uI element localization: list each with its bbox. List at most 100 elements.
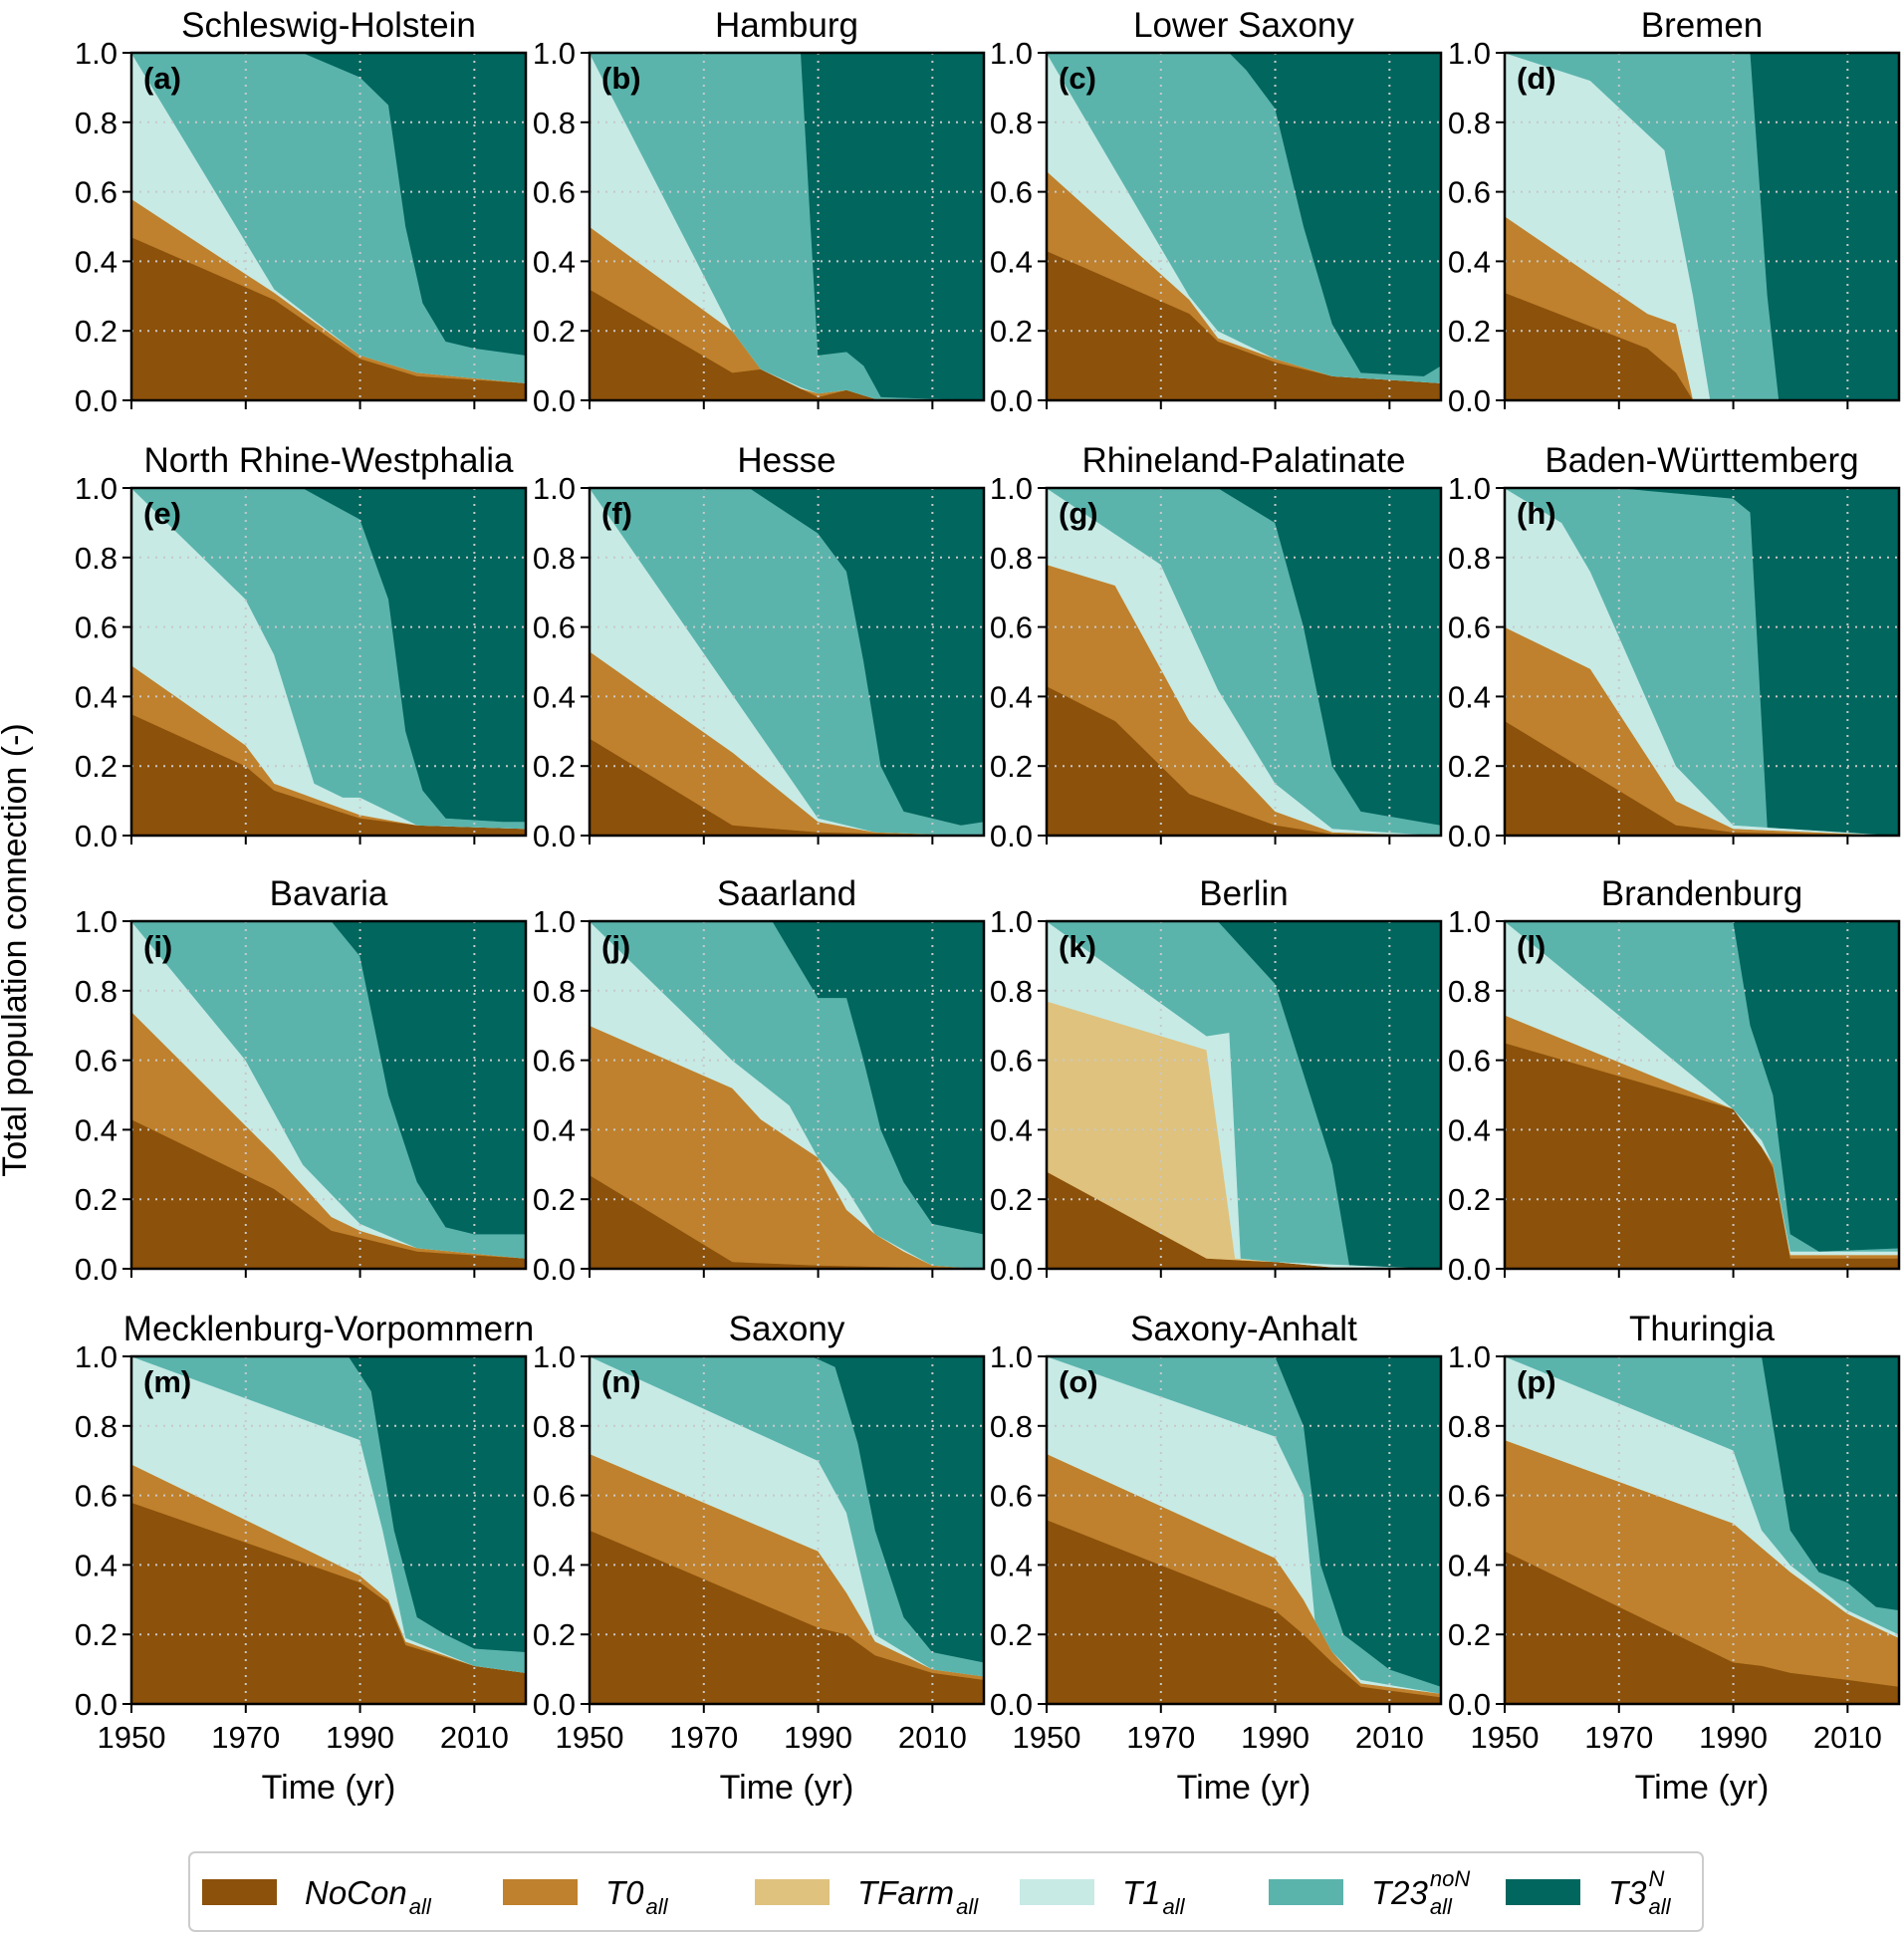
panel-label: (m) — [143, 1364, 191, 1399]
legend-swatch — [755, 1879, 830, 1905]
panel-title: North Rhine-Westphalia — [144, 441, 514, 480]
y-tick-label: 0.6 — [1448, 175, 1491, 210]
legend-label-sup: N — [1649, 1866, 1665, 1891]
y-tick-label: 0.0 — [990, 819, 1033, 853]
y-tick-label: 0.6 — [1448, 610, 1491, 645]
x-axis-label: Time (yr) — [720, 1769, 854, 1807]
y-tick-label: 0.0 — [1448, 383, 1491, 418]
panel-title: Schleswig-Holstein — [181, 6, 476, 45]
y-tick-label: 0.0 — [533, 383, 576, 418]
y-tick-label: 0.8 — [990, 974, 1033, 1009]
y-tick-label: 0.4 — [75, 1112, 118, 1147]
panel-g: Rhineland-Palatinate (g) 0.0 0.2 0.4 0.6 0.8 1.… — [990, 441, 1443, 853]
x-tick-label: 1990 — [1241, 1720, 1309, 1755]
y-tick-label: 0.6 — [1448, 1044, 1491, 1079]
y-tick-label: 0.2 — [990, 1617, 1033, 1652]
y-tick-label: 0.2 — [1448, 749, 1491, 784]
panel-title: Bremen — [1641, 6, 1764, 45]
panel-title: Bavaria — [270, 874, 388, 913]
legend-label: T3 — [1608, 1874, 1647, 1911]
x-tick-label: 2010 — [1813, 1720, 1882, 1755]
x-tick-label: 2010 — [898, 1720, 967, 1755]
y-tick-label: 0.8 — [1448, 1409, 1491, 1444]
y-tick-label: 1.0 — [1448, 904, 1491, 939]
axes-frame — [588, 51, 986, 402]
y-tick-label: 0.0 — [75, 1252, 118, 1287]
legend-label-sub: all — [956, 1894, 979, 1919]
y-tick-label: 0.6 — [990, 1044, 1033, 1079]
y-tick-label: 1.0 — [990, 36, 1033, 71]
y-tick-label: 0.2 — [1448, 1182, 1491, 1217]
panel-label: (a) — [143, 61, 181, 96]
y-tick-label: 0.4 — [1448, 679, 1491, 714]
panel-n: Saxony (n) 1950 1970 1990 2010 Time (yr) 0.0 0.2… — [533, 1310, 986, 1807]
x-tick-label: 2010 — [440, 1720, 509, 1755]
y-tick-label: 0.8 — [533, 541, 576, 576]
panel-h: Baden-Württemberg (h) 0.0 0.2 0.4 0.6 0.8 1.0 — [1448, 441, 1901, 853]
panel-title: Hesse — [737, 441, 835, 480]
y-tick-label: 0.4 — [75, 1548, 118, 1582]
y-tick-label: 0.8 — [1448, 106, 1491, 140]
y-tick-label: 0.0 — [533, 1687, 576, 1722]
axes-frame — [1045, 919, 1443, 1271]
y-tick-label: 1.0 — [533, 904, 576, 939]
panel-k: Berlin (k) 0.0 0.2 0.4 0.6 0.8 1.0 — [990, 874, 1443, 1287]
y-tick-label: 0.0 — [1448, 1687, 1491, 1722]
y-tick-label: 1.0 — [1448, 36, 1491, 71]
x-tick-label: 1990 — [784, 1720, 852, 1755]
y-tick-label: 0.6 — [533, 1479, 576, 1514]
x-tick-label: 2010 — [1355, 1720, 1424, 1755]
panel-label: (i) — [143, 929, 172, 964]
axes-frame — [588, 1354, 986, 1706]
panel-title: Baden-Württemberg — [1545, 441, 1858, 480]
y-tick-label: 0.6 — [75, 1044, 118, 1079]
panel-title: Brandenburg — [1601, 874, 1802, 913]
axes-frame — [588, 919, 986, 1271]
panel-label: (k) — [1059, 929, 1096, 964]
y-tick-label: 0.6 — [990, 610, 1033, 645]
y-tick-label: 0.8 — [533, 106, 576, 140]
x-tick-label: 1950 — [556, 1720, 624, 1755]
panel-title: Lower Saxony — [1133, 6, 1354, 45]
y-tick-label: 1.0 — [990, 1339, 1033, 1374]
panel-d: Bremen (d) 0.0 0.2 0.4 0.6 0.8 1.0 — [1448, 6, 1901, 418]
legend-label: NoCon — [305, 1874, 407, 1911]
axes-frame — [1045, 1354, 1443, 1706]
panel-label: (g) — [1059, 496, 1098, 531]
legend-label-sub: all — [1649, 1894, 1672, 1919]
y-tick-label: 0.0 — [75, 1687, 118, 1722]
y-tick-label: 0.8 — [75, 974, 118, 1009]
y-tick-label: 0.0 — [75, 383, 118, 418]
legend-item-tfarm: TFarm all — [755, 1874, 979, 1919]
y-tick-label: 0.2 — [1448, 1617, 1491, 1652]
y-tick-label: 0.0 — [990, 1252, 1033, 1287]
axes-frame — [588, 486, 986, 838]
y-tick-label: 0.4 — [1448, 244, 1491, 279]
panel-c: Lower Saxony (c) 0.0 0.2 0.4 0.6 0.8 1.0 — [990, 6, 1443, 418]
panel-p: Thuringia (p) 1950 1970 1990 2010 Time (yr) 0.0… — [1448, 1310, 1901, 1807]
y-tick-label: 0.2 — [533, 1182, 576, 1217]
y-tick-label: 0.4 — [533, 1112, 576, 1147]
legend-swatch — [1269, 1879, 1343, 1905]
y-tick-label: 0.8 — [990, 106, 1033, 140]
legend-item-t0: T0 all — [503, 1874, 669, 1919]
panel-label: (p) — [1517, 1364, 1556, 1399]
panel-title: Mecklenburg-Vorpommern — [123, 1310, 534, 1348]
panel-label: (h) — [1517, 496, 1556, 531]
y-tick-label: 0.6 — [1448, 1479, 1491, 1514]
y-tick-label: 0.4 — [1448, 1548, 1491, 1582]
y-tick-label: 1.0 — [1448, 1339, 1491, 1374]
panel-e: North Rhine-Westphalia (e) 0.0 0.2 0.4 0.6 0.8… — [75, 441, 528, 853]
panel-m: Mecklenburg-Vorpommern (m) 1950 1970 1990 201… — [75, 1310, 534, 1807]
y-tick-label: 0.0 — [75, 819, 118, 853]
y-tick-label: 1.0 — [75, 904, 118, 939]
y-tick-label: 0.0 — [533, 819, 576, 853]
panel-label: (b) — [601, 61, 641, 96]
legend-label-sup: noN — [1430, 1866, 1470, 1891]
panels: Schleswig-Holstein(a) 0.0 0.2 0.4 0.6 0.8 1.0 H… — [75, 6, 1901, 1807]
panel-f: Hesse (f) 0.0 0.2 0.4 0.6 0.8 1.0 — [533, 441, 986, 853]
x-tick-label: 1970 — [211, 1720, 280, 1755]
y-tick-label: 0.0 — [990, 1687, 1033, 1722]
x-tick-label: 1970 — [1126, 1720, 1195, 1755]
axes-frame — [1503, 1354, 1901, 1706]
